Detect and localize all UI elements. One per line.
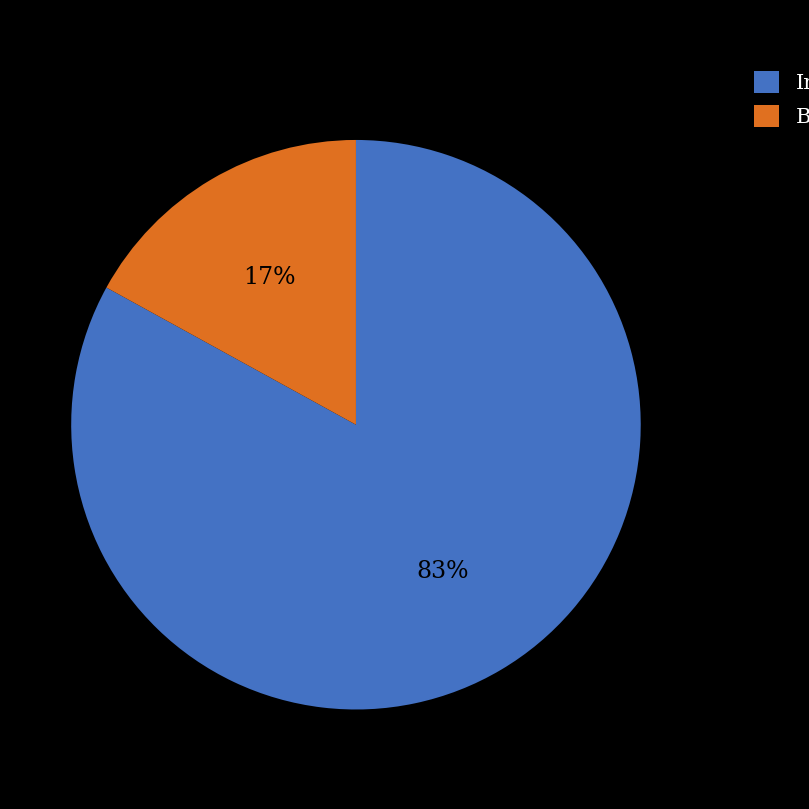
Wedge shape (107, 140, 356, 425)
Wedge shape (71, 140, 641, 709)
Text: 83%: 83% (417, 561, 469, 583)
Legend: Insecta, Bivalvia: Insecta, Bivalvia (748, 65, 809, 133)
Text: 17%: 17% (243, 266, 295, 289)
